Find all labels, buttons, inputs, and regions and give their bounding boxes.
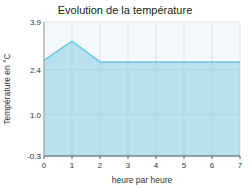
grid-line: [44, 22, 240, 23]
plot-area: [44, 41, 240, 156]
x-tick-label: 4: [154, 161, 159, 170]
x-axis-label: heure par heure: [112, 175, 173, 185]
x-tick-label: 7: [238, 161, 243, 170]
area: [44, 41, 240, 156]
grid-line: [44, 22, 45, 156]
x-tick-label: 6: [210, 161, 215, 170]
y-tick-label: -0.3: [27, 152, 41, 161]
x-tick-label: 5: [182, 161, 187, 170]
x-tick-label: 2: [98, 161, 103, 170]
y-tick-label: 1.0: [30, 111, 42, 120]
plot-background: [44, 22, 240, 156]
x-tick: [72, 156, 73, 159]
y-axis-label: Température en °C: [2, 53, 12, 124]
x-axis: [44, 156, 240, 157]
chart: 0 1 2 3 4 5 6 7 -0.3 1.0 2.4 3.9 Evolution de la tem…: [0, 0, 250, 188]
x-tick-label: 1: [70, 161, 75, 170]
x-tick-label: 0: [42, 161, 47, 170]
x-tick: [184, 156, 185, 159]
grid: [44, 22, 240, 156]
x-tick: [44, 156, 45, 159]
x-tick: [156, 156, 157, 159]
title: Evolution de la température: [58, 4, 193, 16]
grid-line: [44, 156, 240, 157]
line: [44, 41, 240, 62]
y-tick-label: 2.4: [30, 66, 42, 75]
y-axis: [44, 22, 45, 156]
x-tick: [240, 156, 241, 159]
y-tick-label: 3.9: [30, 18, 42, 27]
x-tick: [100, 156, 101, 159]
x-tick: [128, 156, 129, 159]
x-tick-label: 3: [126, 161, 131, 170]
x-tick: [212, 156, 213, 159]
